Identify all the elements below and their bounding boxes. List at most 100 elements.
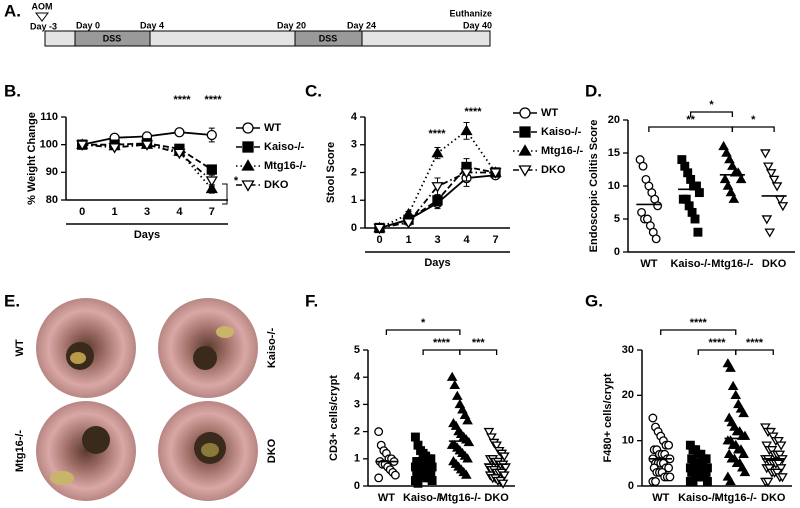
point <box>739 466 751 477</box>
y-tick-label: 100 <box>40 139 58 151</box>
point <box>651 234 661 244</box>
point <box>761 215 773 225</box>
x-axis-title: Days <box>134 229 160 241</box>
y-tick-label: 4 <box>354 371 361 383</box>
endoscopy-images: E. WT Kaiso-/- Mtg16-/- DKO <box>4 291 278 501</box>
panel-label: A. <box>4 1 21 20</box>
point <box>449 379 461 390</box>
legend-marker <box>242 141 254 153</box>
point <box>725 362 736 372</box>
point <box>486 433 497 443</box>
x-tick-label: Mtg16-/- <box>715 492 758 504</box>
point <box>735 173 747 184</box>
legend-label: Mtg16-/- <box>264 160 307 172</box>
point <box>427 476 437 486</box>
x-tick-label: 0 <box>376 234 382 246</box>
point <box>774 450 786 460</box>
dss-period <box>294 30 363 47</box>
x-tick-label: 7 <box>492 234 498 246</box>
x-tick-label: DKO <box>761 492 786 504</box>
legend-label: DKO <box>264 179 289 191</box>
significance-bracket <box>660 329 737 335</box>
series-line <box>82 143 213 190</box>
panel-label: B. <box>4 81 21 100</box>
point <box>483 427 495 438</box>
x-tick-label: 7 <box>209 206 215 218</box>
point <box>725 475 736 486</box>
point <box>431 182 444 193</box>
significance-label: *** <box>472 337 486 349</box>
aom-label: AOM <box>32 1 53 11</box>
panel-label: G. <box>585 291 603 310</box>
point <box>702 477 712 486</box>
significance-label: * <box>421 317 426 329</box>
point <box>462 415 473 425</box>
y-tick-label: 3 <box>351 139 357 151</box>
endoscopy-image <box>158 401 258 501</box>
significance-label: **** <box>708 337 726 349</box>
point <box>722 180 734 190</box>
point <box>724 154 735 164</box>
y-axis-title: F480+ cells/crypt <box>602 373 614 462</box>
point <box>460 124 473 136</box>
point <box>771 182 783 192</box>
point <box>413 478 423 488</box>
x-tick-label: 1 <box>405 234 411 246</box>
point <box>727 380 739 390</box>
y-tick-label: 5 <box>614 213 620 225</box>
point <box>491 441 502 451</box>
legend-label: WT <box>264 122 281 134</box>
point <box>373 223 386 235</box>
point <box>777 202 789 212</box>
timeline-bar <box>44 30 491 47</box>
point <box>497 479 509 489</box>
x-tick-label: 3 <box>144 206 150 218</box>
significance-bracket <box>222 183 228 205</box>
y-tick-label: 3 <box>354 398 360 410</box>
point <box>764 228 776 238</box>
y-tick-label: 15 <box>608 147 620 159</box>
point <box>762 162 774 172</box>
point <box>432 195 443 206</box>
point <box>775 441 787 451</box>
series-line <box>82 143 213 182</box>
y-tick-label: 4 <box>351 111 358 123</box>
image-caption: DKO <box>266 438 278 463</box>
panel-label: C. <box>305 81 322 100</box>
significance-bracket <box>422 349 461 355</box>
x-tick-label: Kaiso-/- <box>670 258 711 270</box>
image-caption: Mtg16-/- <box>14 430 26 473</box>
x-axis-title: Days <box>424 257 450 269</box>
annotation: **** <box>464 106 482 118</box>
y-tick-label: 80 <box>46 194 58 206</box>
significance-label: **** <box>746 337 764 349</box>
image-caption: Kaiso-/- <box>266 327 278 368</box>
aom-marker <box>35 12 49 22</box>
point <box>638 161 648 171</box>
point <box>205 182 218 194</box>
significance-bracket <box>731 126 775 132</box>
significance-label: * <box>751 114 756 126</box>
y-tick-label: 0 <box>614 246 620 258</box>
y-axis-title: Endoscopic Colitis Score <box>588 120 600 253</box>
point <box>719 173 731 184</box>
point <box>738 448 749 458</box>
y-tick-label: 0 <box>351 222 357 234</box>
y-tick-label: 110 <box>40 111 58 123</box>
point <box>760 149 771 159</box>
point <box>664 463 674 473</box>
point <box>499 452 510 462</box>
legend-label: Mtg16-/- <box>541 145 584 157</box>
point <box>451 390 463 400</box>
series-line <box>379 171 496 229</box>
significance-label: * <box>709 99 714 111</box>
x-tick-label: Mtg16-/- <box>439 492 482 504</box>
legend-marker <box>241 180 255 192</box>
day-label: Day 20 <box>277 20 306 30</box>
significance-label: ** <box>686 114 695 126</box>
point <box>173 148 186 160</box>
dss-period <box>74 30 151 47</box>
point <box>725 187 737 197</box>
day-label: Day 0 <box>76 20 100 30</box>
legend-marker <box>241 159 255 171</box>
